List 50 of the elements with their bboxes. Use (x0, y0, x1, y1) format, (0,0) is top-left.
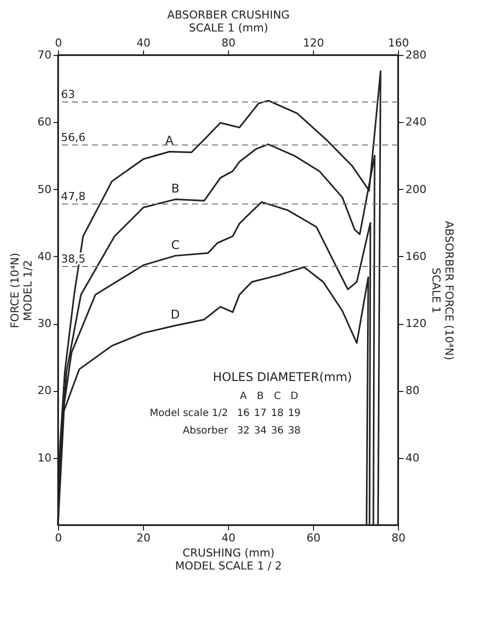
y-tick-label: 10 (38, 451, 52, 464)
series-label: A (165, 134, 174, 148)
x-axis-title: CRUSHING (mm) MODEL SCALE 1 / 2 (175, 546, 282, 572)
y2-tick-label: 120 (406, 317, 426, 330)
x-tick-label: 60 (306, 532, 320, 544)
ref-line-label: 56,6 (61, 130, 86, 144)
x2-tick-label: 40 (136, 36, 150, 50)
x2-tick-label: 120 (303, 36, 324, 50)
y2-tick-label: 80 (406, 384, 420, 398)
y-tick-label: 70 (38, 48, 52, 62)
x-tick-label: 0 (55, 532, 62, 544)
annotation: C (274, 390, 281, 402)
series-label: B (171, 181, 180, 196)
annotation: A (240, 390, 247, 402)
annotation: 36 (270, 426, 284, 437)
x2-tick-label: 0 (55, 36, 62, 50)
series-label: C (171, 238, 180, 252)
x2-tick-label: 160 (388, 36, 409, 50)
ref-line-label: 47,8 (61, 190, 86, 204)
y-tick-label: 50 (38, 182, 52, 196)
y2-tick-label: 160 (406, 250, 426, 263)
x-tick-label: 20 (136, 532, 150, 544)
y-tick-label: 20 (38, 384, 52, 398)
y2-tick-label: 280 (406, 48, 426, 62)
annotation: 34 (254, 426, 267, 437)
x2-tick-label: 80 (222, 36, 236, 50)
y2-tick-label: 200 (406, 182, 426, 196)
y-tick-label: 40 (38, 250, 52, 263)
x-tick-label: 40 (222, 532, 236, 544)
y-tick-label: 60 (38, 116, 52, 129)
x-tick-label: 80 (392, 532, 406, 544)
annotation: D (290, 390, 298, 402)
y-axis-title: FORCE (10⁴N) MODEL 1/2 (8, 252, 35, 328)
annotation: HOLES DIAMETER(mm) (212, 370, 352, 384)
ref-line-label: 63 (61, 88, 75, 101)
annotation: 19 (288, 408, 301, 420)
annotation: B (256, 390, 264, 402)
annotation: Absorber (182, 426, 229, 437)
x2-axis-title: ABSORBER CRUSHING SCALE 1 (mm) (167, 8, 290, 34)
annotation: 38 (288, 426, 301, 437)
y2-tick-label: 40 (406, 451, 420, 464)
annotation: 32 (236, 426, 250, 437)
annotation: 17 (254, 408, 267, 420)
y2-axis-title: ABSORBER FORCE (10⁴N) SCALE 1 (429, 220, 456, 360)
annotation: 18 (270, 408, 284, 420)
y-tick-label: 30 (38, 317, 52, 330)
annotation: 16 (236, 408, 250, 420)
series-label: D (170, 308, 180, 322)
annotation: Model scale 1/2 (150, 408, 228, 420)
y2-tick-label: 240 (406, 116, 426, 129)
